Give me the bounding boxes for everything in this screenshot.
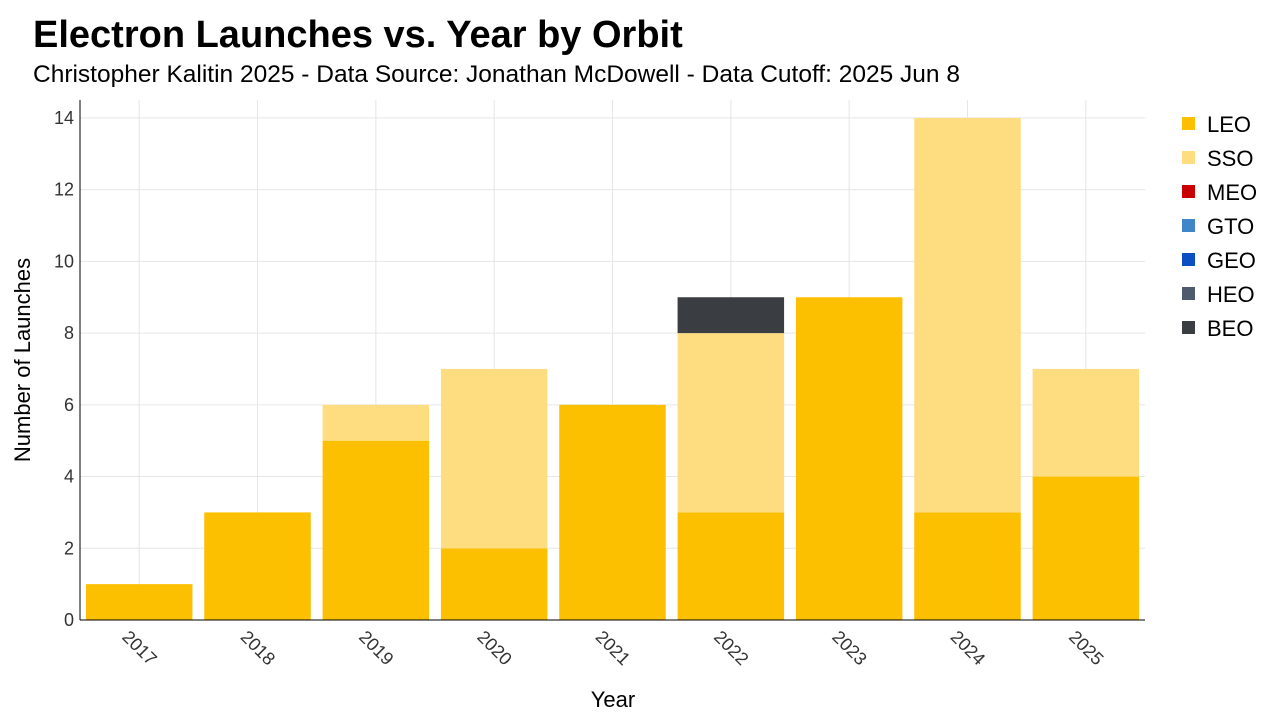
y-axis-title: Number of Launches [10,258,35,462]
legend-swatch-beo [1182,321,1195,334]
y-tick-label: 6 [64,395,74,415]
legend-label-heo: HEO [1207,282,1255,307]
x-tick-label: 2019 [355,627,397,669]
y-tick-label: 10 [54,251,74,271]
x-tick-label: 2025 [1065,627,1107,669]
bar-sso-2022 [677,333,785,513]
chart-title: Electron Launches vs. Year by Orbit [33,14,683,56]
x-tick-label: 2023 [828,627,870,669]
x-axis-title: Year [591,687,635,712]
bar-beo-2022 [677,297,785,334]
bar-leo-2017 [85,584,193,620]
bar-leo-2019 [322,440,430,620]
bar-sso-2024 [914,117,1021,513]
bar-leo-2020 [440,548,548,620]
x-tick-label: 2020 [473,627,515,669]
legend-swatch-heo [1182,287,1195,300]
bar-sso-2025 [1032,368,1140,477]
bar-leo-2021 [559,404,666,620]
y-tick-label: 0 [64,610,74,630]
y-tick-label: 12 [54,180,74,200]
x-tick-label: 2021 [592,627,634,669]
legend-label-beo: BEO [1207,316,1253,341]
bars [85,117,1140,620]
x-tick-label: 2024 [947,627,989,669]
chart-subtitle: Christopher Kalitin 2025 - Data Source: … [33,61,960,88]
x-tick-label: 2017 [118,627,160,669]
x-tick-label: 2018 [237,627,279,669]
legend-swatch-leo [1182,117,1195,130]
legend-swatch-geo [1182,253,1195,266]
legend: LEO SSO MEO GTO GEO HEO BEO [1182,112,1257,341]
bar-leo-2023 [795,297,903,620]
legend-label-gto: GTO [1207,214,1254,239]
x-tick-label: 2022 [710,627,752,669]
legend-swatch-gto [1182,219,1195,232]
bar-leo-2024 [914,512,1021,620]
y-tick-label: 4 [64,467,74,487]
legend-label-sso: SSO [1207,146,1253,171]
legend-swatch-sso [1182,151,1195,164]
bar-leo-2022 [677,512,785,620]
legend-label-meo: MEO [1207,180,1257,205]
y-tick-label: 8 [64,323,74,343]
bar-leo-2025 [1032,476,1140,620]
y-tick-label: 14 [54,108,74,128]
y-tick-label: 2 [64,538,74,558]
legend-label-geo: GEO [1207,248,1256,273]
bar-sso-2020 [440,368,548,549]
legend-label-leo: LEO [1207,112,1251,137]
bar-leo-2018 [204,512,311,620]
bar-sso-2019 [322,404,430,441]
legend-swatch-meo [1182,185,1195,198]
